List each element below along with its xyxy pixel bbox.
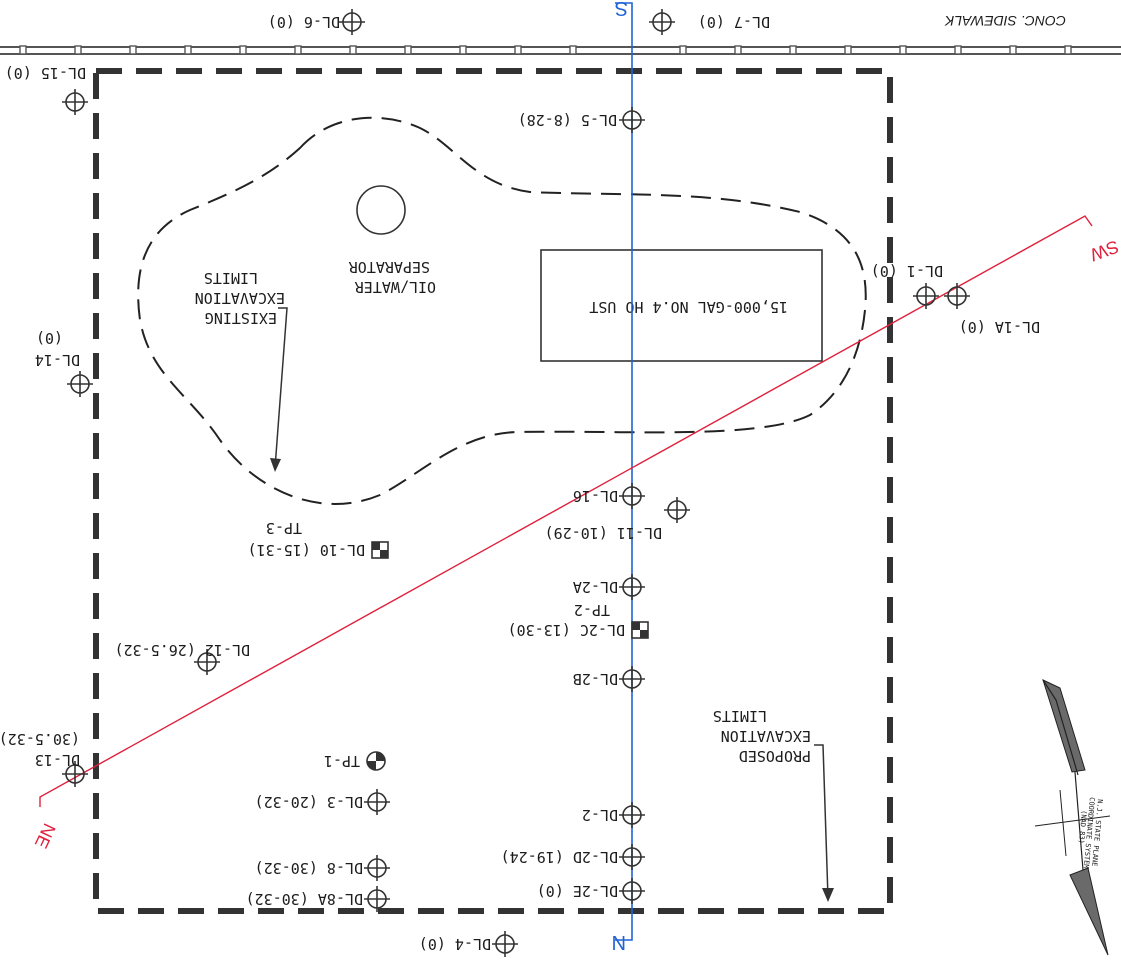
separator-label-line2: SEPARATOR [348, 258, 430, 276]
ust-tank [540, 249, 823, 362]
test-pit-label: DL-2C (13-30) [508, 621, 625, 639]
test-pits: DL-10 (15-31) TP-3 DL-2C (13-30) TP-2 TP… [248, 519, 649, 771]
well-label: DL-11 (10-29) [545, 524, 662, 542]
test-pit-round-icon [366, 751, 386, 771]
well-icon [912, 282, 940, 310]
well-icon [618, 482, 646, 510]
well-icon [618, 106, 646, 134]
well-label: DL-2E (0) [537, 882, 618, 900]
well-label: DL-14 [35, 351, 80, 369]
well-label: DL-13 [35, 751, 80, 769]
well-note: (30.5-32) [0, 730, 80, 748]
test-pit-tag: TP-3 [266, 519, 302, 537]
well-label: DL-1A (0) [959, 318, 1040, 336]
test-pit-icon [371, 541, 389, 559]
well-label: DL-3 (20-32) [255, 793, 363, 811]
well-label: DL-12 (26.5-32) [115, 641, 250, 659]
well-label: DL-6 (0) [268, 13, 340, 31]
well-label: DL-15 (0) [5, 64, 86, 82]
sidewalk-label: CONC. SIDEWALK [944, 13, 1066, 29]
well-label: DL-4 (0) [419, 935, 491, 953]
well-icon [618, 665, 646, 693]
existing-label-line3: LIMITS [204, 269, 258, 287]
well-label: DL-2 [582, 806, 618, 824]
well-label: DL-2B [573, 670, 618, 688]
well-icon [618, 877, 646, 905]
existing-excavation-boundary [137, 116, 867, 505]
section-line-north-south: S N [612, 0, 633, 953]
well-icon [363, 854, 391, 882]
well-label: DL-2D (19-24) [501, 848, 618, 866]
existing-label-line1: EXISTING [205, 309, 277, 327]
proposed-leader-arrow [814, 744, 829, 899]
section-sw-label: SW [1087, 236, 1121, 265]
well-icon [663, 496, 691, 524]
well-icon [66, 370, 94, 398]
proposed-label-line1: PROPOSED [739, 747, 811, 765]
well-label: DL-8A (30-32) [246, 890, 363, 908]
well-label: DL-16 [573, 487, 618, 505]
section-ne-label: NE [31, 820, 60, 851]
well-icon [618, 573, 646, 601]
well-label: DL-8 (30-32) [255, 859, 363, 877]
proposed-label-line3: LIMITS [713, 707, 767, 725]
proposed-excavation-boundary [93, 68, 893, 914]
well-icon [618, 801, 646, 829]
monitoring-wells: DL-6 (0) DL-7 (0) DL-15 (0) DL-5 (8-28) … [0, 8, 1040, 958]
section-n-label: N [612, 931, 626, 953]
test-pit-label: TP-1 [324, 752, 360, 770]
well-label: DL-1 (0) [871, 262, 943, 280]
well-note: (0) [36, 329, 63, 347]
test-pit-label: DL-10 (15-31) [248, 541, 365, 559]
separator-label-line1: OIL/WATER [354, 278, 436, 296]
proposed-label-line2: EXCAVATION [721, 727, 811, 745]
north-arrow-caption-line3: (NAD 83) [1077, 810, 1088, 844]
ust-label: 15,000-GAL NO.4 HO UST [589, 298, 788, 316]
well-label: DL-2A [573, 578, 618, 596]
well-icon [338, 8, 366, 36]
well-icon [61, 88, 89, 116]
well-icon [491, 930, 519, 958]
well-icon [648, 8, 676, 36]
well-icon [363, 788, 391, 816]
well-label: DL-5 (8-28) [518, 111, 617, 129]
well-icon [943, 282, 971, 310]
section-s-label: S [615, 0, 628, 19]
oil-water-separator-icon [356, 185, 406, 235]
north-arrow-icon: N.J. STATE PLANE COORDINATE SYSTEM (NAD … [1034, 679, 1111, 956]
test-pit-tag: TP-2 [574, 601, 610, 619]
existing-label-line2: EXCAVATION [195, 289, 285, 307]
well-icon [618, 843, 646, 871]
test-pit-icon [631, 621, 649, 639]
well-label: DL-7 (0) [698, 13, 770, 31]
property-fence [0, 45, 1121, 55]
existing-leader-arrow [274, 307, 288, 469]
